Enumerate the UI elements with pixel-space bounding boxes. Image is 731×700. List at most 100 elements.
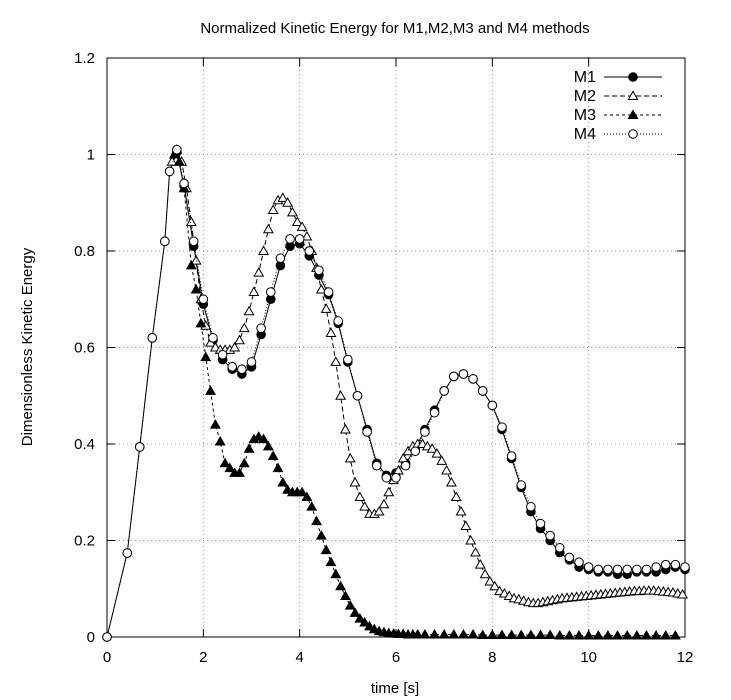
data-point-m4 [458,369,469,379]
data-point-m2 [373,505,385,516]
data-point-m2 [431,448,443,458]
x-tick-label: 10 [580,649,597,666]
data-point-m2 [301,230,313,241]
data-point-m4 [487,400,498,411]
data-point-m4 [612,564,623,575]
data-point-m2 [489,580,501,591]
data-point-m4 [343,354,353,365]
data-point-m3 [364,620,375,631]
data-point-m4 [477,386,488,396]
data-point-m4 [545,530,555,541]
data-point-m2 [484,575,496,586]
data-point-m2 [286,206,298,217]
data-point-m3 [224,462,236,473]
data-point-m3 [631,629,643,640]
data-point-m3 [650,629,662,640]
data-point-m2 [339,423,351,434]
y-tick-label: 0 [87,629,95,646]
data-point-m3 [535,629,546,640]
data-point-m3 [238,457,250,468]
data-point-m3 [554,629,566,640]
data-point-m4 [246,357,257,367]
data-point-m3 [349,607,361,617]
data-point-m3 [306,501,318,511]
data-point-m3 [429,628,440,639]
data-point-m3 [419,628,431,639]
data-point-m3 [262,440,274,451]
data-point-m3 [592,629,604,640]
data-point-m4 [535,518,546,529]
x-tick-label: 2 [199,649,207,666]
data-point-m3 [214,435,226,446]
data-point-m2 [238,322,250,333]
data-point-m4 [449,371,459,382]
data-point-m3 [330,568,342,579]
data-point-m3 [296,486,308,497]
data-point-m4 [603,564,613,575]
data-point-m2 [315,283,327,294]
y-tick-label: 0.6 [74,340,95,357]
data-point-m2 [344,452,356,463]
y-tick-label: 1 [87,147,95,164]
data-point-m2 [282,197,294,207]
data-point-m2 [677,588,689,599]
legend-label-m4: M4 [574,126,596,143]
data-point-m4 [583,562,594,572]
data-point-m4 [314,265,324,276]
data-point-m2 [455,505,467,516]
x-tick-label: 0 [103,649,111,666]
x-axis-label: time [s] [371,680,419,697]
data-point-m4 [265,287,276,297]
data-point-m2 [354,491,366,502]
data-point-m2 [349,476,361,487]
data-point-m4 [147,333,158,343]
data-point-m3 [354,613,366,623]
data-point-m2 [253,267,265,277]
data-point-m4 [564,552,575,563]
data-point-m4 [468,374,478,384]
data-point-m2 [445,476,457,487]
data-point-m2 [378,498,390,509]
data-point-m4 [333,316,344,326]
data-point-m3 [335,580,347,591]
data-point-m3 [209,419,221,429]
data-point-m4 [294,234,305,244]
data-point-m3 [339,590,351,600]
data-point-m4 [160,236,170,247]
legend-label-m3: M3 [574,107,596,124]
data-point-m2 [479,568,491,579]
series-m3 [168,148,681,640]
data-point-m2 [441,464,453,475]
data-point-m2 [248,286,260,296]
data-point-m2 [383,486,395,497]
data-point-m3 [669,629,681,640]
data-point-m2 [229,341,241,352]
data-point-m4 [593,564,604,575]
data-point-m4 [641,564,652,575]
data-point-m4 [410,446,421,457]
data-point-m3 [467,628,479,639]
series-m2 [166,144,689,608]
data-point-m3 [583,629,595,640]
data-point-m4 [275,253,286,264]
data-point-m2 [243,305,255,316]
data-point-m3 [496,629,508,640]
data-point-m4 [134,442,145,452]
y-tick-label: 0.2 [74,533,95,550]
data-point-m2 [470,546,481,557]
x-tick-label: 6 [392,649,400,666]
data-point-m4 [323,287,334,297]
data-point-m4 [632,564,642,575]
data-point-m4 [102,632,112,642]
data-point-m2 [335,390,347,400]
y-axis-label: Dimensionless Kinetic Energy [19,247,36,446]
data-point-m3 [325,556,337,567]
data-point-m3 [267,450,279,461]
data-point-m3 [185,259,197,270]
axes: 0 2 4 6 8 10 12 0 0.2 0.4 0.6 0.8 1 1.2 [74,50,693,666]
x-tick-label: 4 [295,649,303,666]
data-point-m3 [448,628,460,639]
data-point-m4 [237,364,247,375]
data-point-m4 [188,236,199,247]
data-point-m3 [515,629,527,640]
